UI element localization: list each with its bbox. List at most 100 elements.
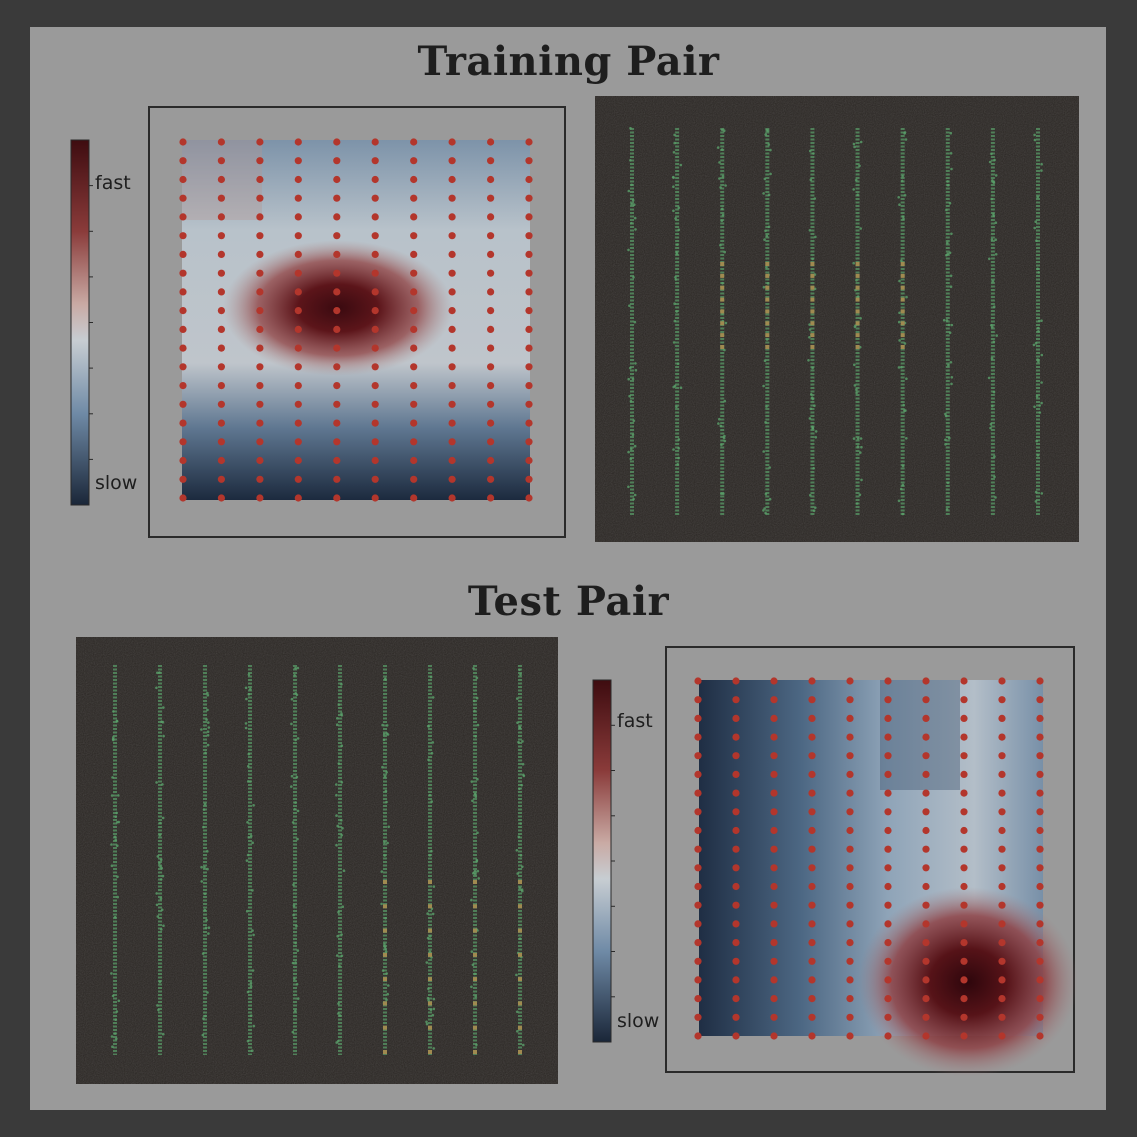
electrode-dot <box>371 475 379 483</box>
culture-speckle <box>901 512 905 516</box>
culture-speckle <box>629 457 633 461</box>
culture-speckle <box>859 227 862 230</box>
culture-speckle <box>116 821 119 824</box>
culture-speckle <box>627 485 630 489</box>
culture-speckle <box>853 363 856 367</box>
culture-speckle <box>675 243 679 246</box>
culture-speckle <box>813 404 816 408</box>
culture-speckle <box>722 436 726 440</box>
culture-speckle <box>200 728 203 731</box>
culture-speckle <box>673 302 676 306</box>
electrode-dot <box>179 475 187 483</box>
culture-speckle <box>812 467 815 470</box>
electrode-dot <box>922 808 930 816</box>
electrode-dot <box>410 344 418 352</box>
electrode-dot <box>179 438 187 446</box>
electrode-dot <box>487 175 495 184</box>
electrode-dot <box>770 789 778 797</box>
culture-speckle <box>949 285 953 289</box>
electrode-dot <box>998 714 1006 723</box>
electrode-dot <box>884 714 892 723</box>
culture-speckle <box>336 717 339 720</box>
culture-active-mark <box>473 1050 477 1054</box>
culture-speckle <box>948 251 952 255</box>
culture-speckle <box>766 129 770 132</box>
culture-speckle <box>630 447 633 451</box>
culture-speckle <box>384 677 387 681</box>
culture-speckle <box>1037 319 1041 323</box>
electrode-dot <box>410 157 418 165</box>
electrode-dot <box>371 232 379 240</box>
culture-speckle <box>428 950 432 953</box>
electrode-dot <box>960 901 968 909</box>
culture-speckle <box>990 324 993 327</box>
electrode-dot <box>217 419 225 427</box>
culture-speckle <box>628 394 631 398</box>
electrode-dot <box>487 138 495 146</box>
electrode-dot <box>410 307 418 315</box>
electrode-dot <box>808 845 816 853</box>
culture-active-mark <box>855 333 860 338</box>
culture-active-mark <box>855 345 860 349</box>
culture-speckle <box>672 341 676 344</box>
electrode-dot <box>808 677 816 685</box>
culture-speckle <box>161 874 165 878</box>
culture-speckle <box>340 712 343 715</box>
electrode-dot <box>694 864 702 872</box>
culture-speckle <box>158 861 161 865</box>
culture-speckle <box>808 229 812 232</box>
electrode-dot <box>371 157 379 165</box>
culture-speckle <box>948 331 952 335</box>
culture-speckle <box>808 323 811 326</box>
culture-speckle <box>723 129 726 132</box>
electrode-dot <box>256 232 264 240</box>
electrode-dot <box>217 438 225 446</box>
electrode-dot <box>448 419 456 427</box>
electrode-dot <box>922 696 930 704</box>
electrode-dot <box>960 1032 968 1040</box>
culture-speckle <box>904 409 907 412</box>
culture-active-mark <box>383 1001 387 1006</box>
electrode-dot <box>525 344 533 352</box>
culture-speckle <box>723 250 726 254</box>
culture-speckle <box>204 926 208 930</box>
electrode-dot <box>487 494 495 502</box>
electrode-dot <box>487 419 495 427</box>
electrode-dot <box>694 1013 702 1021</box>
electrode-dot <box>179 382 187 390</box>
electrode-dot <box>410 269 418 277</box>
culture-speckle <box>632 276 635 279</box>
culture-speckle <box>808 149 812 153</box>
culture-speckle <box>947 363 950 367</box>
culture-speckle <box>855 279 858 282</box>
electrode-dot <box>217 344 225 352</box>
culture-active-mark <box>900 345 905 349</box>
culture-speckle <box>677 206 681 209</box>
culture-speckle <box>156 915 160 918</box>
culture-speckle <box>672 385 675 389</box>
electrode-dot <box>217 157 225 165</box>
culture-active-mark <box>810 333 815 338</box>
culture-speckle <box>942 318 946 322</box>
culture-active-mark <box>383 904 387 909</box>
culture-speckle <box>115 720 119 723</box>
culture-speckle <box>860 445 863 449</box>
electrode-dot <box>694 939 702 947</box>
electrode-dot <box>333 232 341 240</box>
culture-speckle <box>427 999 430 1002</box>
culture-speckle <box>290 722 293 726</box>
electrode-dot <box>371 400 379 408</box>
electrode-dot <box>410 213 418 221</box>
electrode-dot <box>694 752 702 760</box>
electrode-dot <box>998 882 1006 891</box>
culture-speckle <box>1040 492 1044 495</box>
culture-speckle <box>249 687 252 691</box>
electrode-dot <box>371 194 379 202</box>
culture-active-mark <box>900 262 905 266</box>
culture-speckle <box>431 741 435 744</box>
electrode-dot <box>410 194 418 202</box>
electrode-dot <box>808 1032 816 1040</box>
electrode-dot <box>732 826 740 835</box>
culture-speckle <box>629 159 632 162</box>
culture-speckle <box>859 140 863 144</box>
